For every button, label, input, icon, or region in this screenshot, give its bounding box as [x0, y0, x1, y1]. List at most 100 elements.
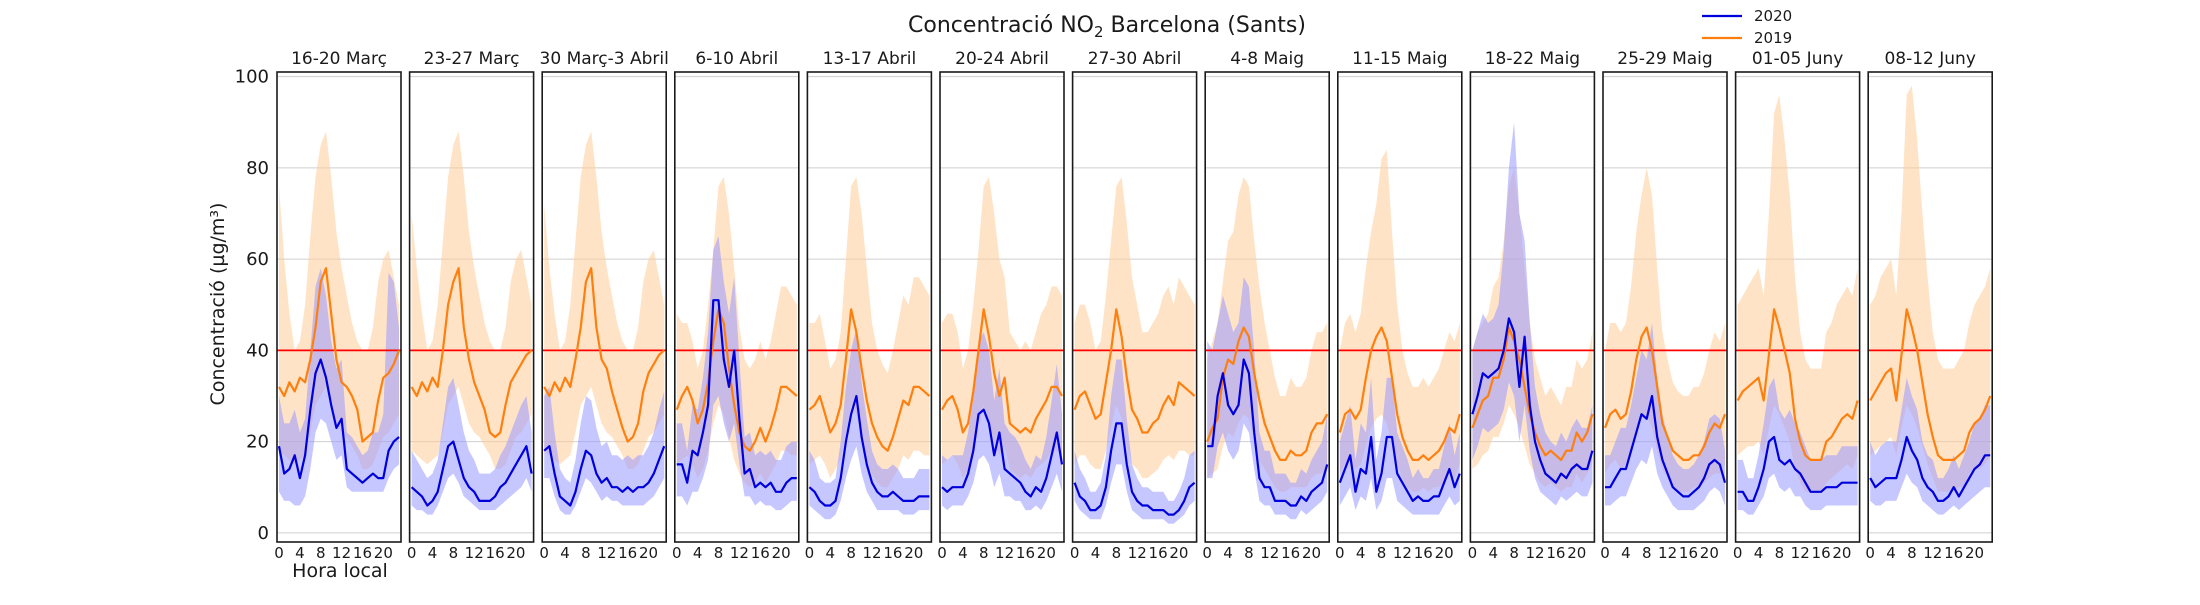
series-2020-line: [1605, 394, 1727, 498]
x-tick-label: 20: [1169, 544, 1188, 562]
panel-frame: [1337, 71, 1463, 543]
series-2020-line: [1338, 435, 1461, 502]
x-tick-label: 20: [904, 544, 923, 562]
series-2019-line: [1736, 308, 1859, 461]
panel: 01-05 Juny 0 4 8 12 16 20: [1733, 49, 1861, 562]
panel-frame: [276, 71, 402, 543]
x-tick-label: 4: [1754, 544, 1764, 562]
x-tick-label: 0: [1468, 544, 1478, 562]
series-2020-line: [1073, 422, 1196, 516]
x-tick-label: 0: [1600, 544, 1610, 562]
x-tick-label: 8: [1775, 544, 1785, 562]
x-tick-label: 8: [846, 544, 856, 562]
x-tick-label: 8: [1907, 544, 1917, 562]
panel-title: 16-20 Març: [291, 49, 387, 69]
x-tick-label: 12: [1923, 544, 1942, 562]
series-2020-range-band: [1472, 122, 1593, 506]
series-2020-line: [808, 394, 930, 507]
series-2019-line: [543, 267, 665, 443]
x-tick-label: 12: [597, 544, 616, 562]
x-tick-label: 16: [751, 544, 770, 562]
x-tick-label: 4: [693, 544, 703, 562]
y-tick-label: 80: [246, 158, 269, 179]
x-tick-label: 0: [1335, 544, 1345, 562]
x-tick-label: 4: [1488, 544, 1498, 562]
series-2019-line: [1603, 326, 1727, 461]
x-tick-label: 8: [1642, 544, 1652, 562]
x-tick-label: 16: [1679, 544, 1698, 562]
x-tick-label: 16: [1546, 544, 1565, 562]
panel: 6-10 Abril 0 4 8 12 16 20: [672, 49, 800, 562]
series-2019-line: [1073, 308, 1196, 434]
series-2020-range-band: [1605, 323, 1725, 511]
panel-frame: [408, 71, 535, 543]
x-tick-label: 16: [1281, 544, 1300, 562]
series-2020-range-band: [942, 332, 1062, 511]
x-axis-label: Hora local: [292, 560, 388, 582]
legend: 2020 2019: [1702, 7, 1792, 47]
chart-title-rest: Barcelona (Sants): [1104, 13, 1306, 38]
x-tick-label: 20: [1037, 544, 1056, 562]
y-tick-label: 0: [258, 523, 269, 544]
x-tick-label: 20: [1965, 544, 1984, 562]
series-2020-line: [676, 299, 797, 493]
series-2020-line: [1471, 317, 1594, 484]
x-tick-label: 16: [883, 544, 902, 562]
panel-title: 30 Març-3 Abril: [540, 49, 669, 69]
x-tick-label: 20: [1302, 544, 1321, 562]
series-2020-range-band: [411, 377, 532, 515]
x-tick-label: 0: [1070, 544, 1080, 562]
y-tick-label: 100: [235, 67, 269, 88]
series-2020-range-band: [279, 268, 399, 506]
x-tick-label: 0: [1202, 544, 1212, 562]
panel-title: 6-10 Abril: [695, 49, 778, 69]
panel: 30 Març-3 Abril 0 4 8 12 16 20: [539, 49, 668, 562]
chart-title: Concentració NO2 Barcelona (Sants): [908, 13, 1306, 41]
legend-label-2020: 2020: [1754, 7, 1792, 25]
chart-title-subscript: 2: [1094, 23, 1104, 41]
x-tick-label: 4: [1886, 544, 1896, 562]
series-2020-line: [543, 445, 666, 507]
panel: 11-15 Maig 0 4 8 12 16 20: [1335, 49, 1463, 562]
x-tick-label: 8: [1244, 544, 1254, 562]
series-2019-line: [808, 308, 931, 452]
series-2019-line: [675, 308, 798, 452]
x-tick-label: 12: [862, 544, 881, 562]
x-tick-label: 20: [374, 544, 393, 562]
y-tick-label: 60: [246, 249, 269, 270]
x-tick-label: 8: [449, 544, 459, 562]
series-2019-range-band: [1737, 94, 1858, 492]
x-tick-label: 0: [274, 544, 284, 562]
x-tick-label: 12: [1260, 544, 1279, 562]
x-tick-label: 12: [332, 544, 351, 562]
panel: 23-27 Març 0 4 8 12 16 20: [407, 49, 535, 562]
x-tick-label: 0: [407, 544, 417, 562]
x-tick-label: 8: [1112, 544, 1122, 562]
x-tick-label: 20: [1832, 544, 1851, 562]
panel-title: 08-12 Juny: [1884, 49, 1975, 69]
x-tick-label: 20: [639, 544, 658, 562]
chart-title-main: Concentració NO: [908, 13, 1094, 38]
x-tick-label: 0: [1733, 544, 1743, 562]
panel-frame: [1469, 71, 1596, 543]
x-tick-label: 12: [995, 544, 1014, 562]
x-tick-label: 4: [428, 544, 438, 562]
panel-frame: [806, 71, 933, 543]
panel-title: 18-22 Maig: [1485, 49, 1580, 69]
panel-frame: [1734, 71, 1861, 543]
x-tick-label: 12: [1128, 544, 1147, 562]
panel-frame: [1602, 71, 1728, 543]
panel: 25-29 Maig 0 4 8 12 16 20: [1600, 49, 1728, 562]
x-tick-label: 0: [937, 544, 947, 562]
series-2019-line: [1338, 326, 1461, 461]
panel-frame: [939, 71, 1065, 543]
series-2020-line: [941, 408, 1064, 498]
panel: 27-30 Abril 0 4 8 12 16 20: [1070, 49, 1198, 562]
panel-frame: [673, 71, 800, 543]
series-2020-range-band: [809, 327, 930, 520]
x-tick-label: 4: [825, 544, 835, 562]
x-tick-label: 20: [506, 544, 525, 562]
series-2020-range-band: [1339, 377, 1460, 515]
series-2019-line: [1869, 308, 1992, 461]
series-2020-line: [277, 358, 400, 484]
